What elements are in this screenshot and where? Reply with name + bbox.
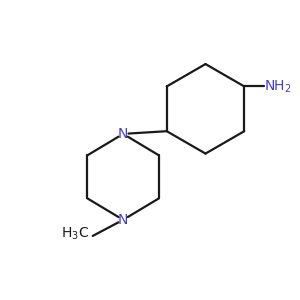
Text: N: N [118, 127, 128, 141]
Text: N: N [118, 213, 128, 227]
Text: NH$_2$: NH$_2$ [264, 78, 291, 94]
Text: H$_3$C: H$_3$C [61, 226, 90, 242]
